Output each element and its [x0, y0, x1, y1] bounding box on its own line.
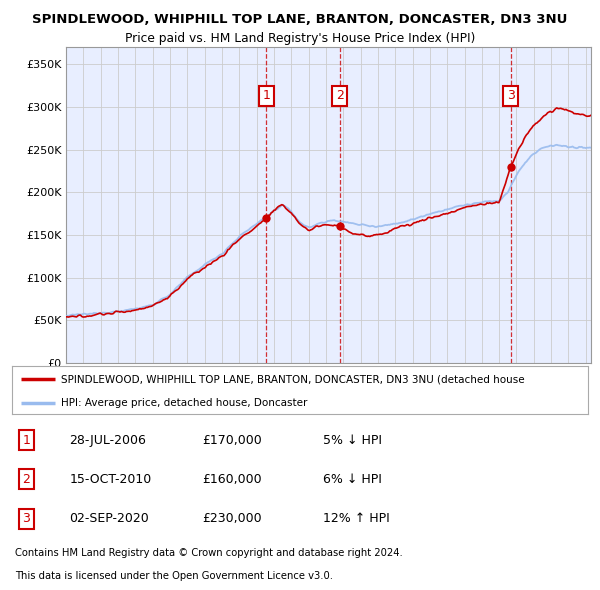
Text: 2: 2 [22, 473, 31, 486]
Text: 02-SEP-2020: 02-SEP-2020 [70, 512, 149, 525]
Text: 3: 3 [22, 512, 31, 525]
Text: £160,000: £160,000 [202, 473, 262, 486]
Text: Price paid vs. HM Land Registry's House Price Index (HPI): Price paid vs. HM Land Registry's House … [125, 32, 475, 45]
Text: HPI: Average price, detached house, Doncaster: HPI: Average price, detached house, Donc… [61, 398, 307, 408]
Text: £230,000: £230,000 [202, 512, 262, 525]
Text: 5% ↓ HPI: 5% ↓ HPI [323, 434, 382, 447]
Text: SPINDLEWOOD, WHIPHILL TOP LANE, BRANTON, DONCASTER, DN3 3NU (detached house: SPINDLEWOOD, WHIPHILL TOP LANE, BRANTON,… [61, 374, 524, 384]
Text: 12% ↑ HPI: 12% ↑ HPI [323, 512, 390, 525]
Text: 15-OCT-2010: 15-OCT-2010 [70, 473, 152, 486]
Text: Contains HM Land Registry data © Crown copyright and database right 2024.: Contains HM Land Registry data © Crown c… [15, 548, 403, 558]
Text: This data is licensed under the Open Government Licence v3.0.: This data is licensed under the Open Gov… [15, 572, 333, 582]
Text: SPINDLEWOOD, WHIPHILL TOP LANE, BRANTON, DONCASTER, DN3 3NU: SPINDLEWOOD, WHIPHILL TOP LANE, BRANTON,… [32, 13, 568, 26]
Text: 28-JUL-2006: 28-JUL-2006 [70, 434, 146, 447]
Text: 6% ↓ HPI: 6% ↓ HPI [323, 473, 382, 486]
Text: 2: 2 [335, 89, 344, 102]
Text: 3: 3 [507, 89, 515, 102]
Text: 1: 1 [263, 89, 271, 102]
Text: 1: 1 [22, 434, 31, 447]
Text: £170,000: £170,000 [202, 434, 262, 447]
